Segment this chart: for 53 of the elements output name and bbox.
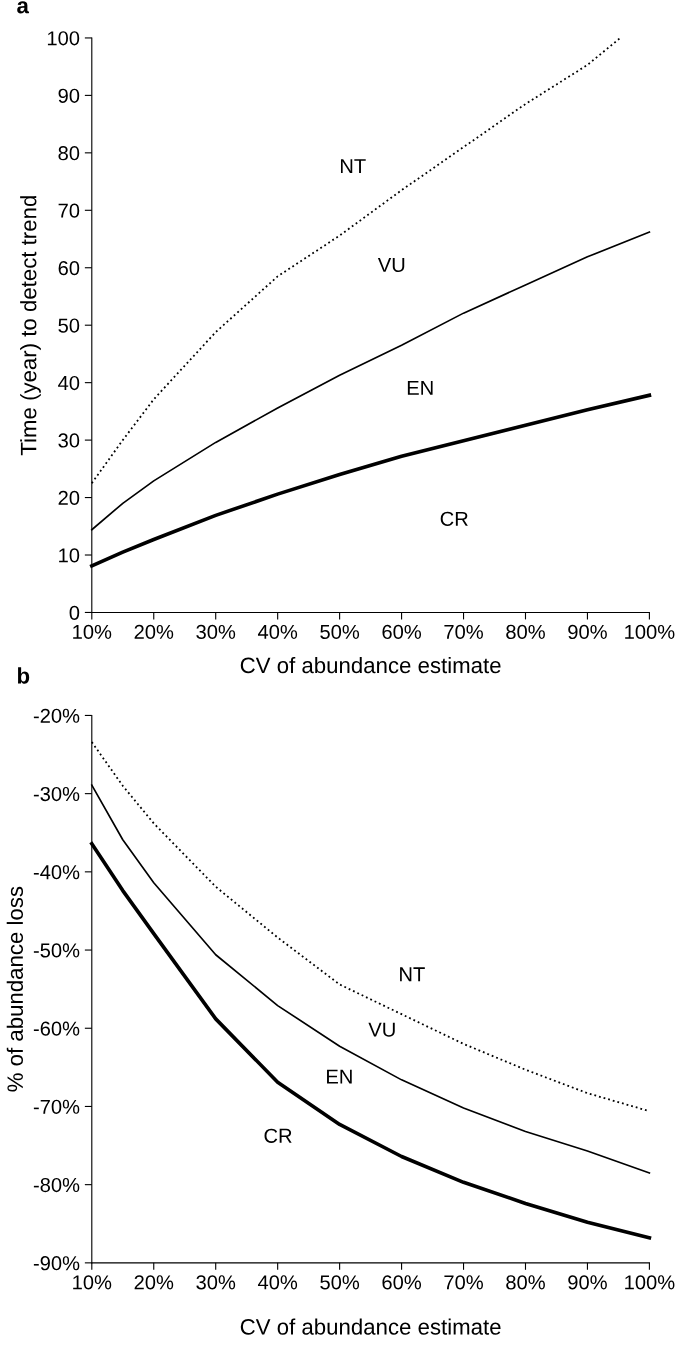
y-axis-title: Time (year) to detect trend: [20, 196, 41, 456]
x-tick-label: 100%: [625, 1275, 675, 1290]
y-tick-label: 50: [58, 318, 80, 333]
y-tick-label: 60: [58, 260, 80, 276]
y-tick-label: -70%: [33, 1099, 80, 1114]
y-axis-title: % of abundance loss: [6, 886, 24, 1092]
x-tick-label: 50%: [320, 1275, 360, 1290]
y-tick-label: 40: [58, 375, 80, 391]
x-tick-label: 60%: [382, 624, 422, 640]
x-tick-label: 10%: [73, 1275, 112, 1290]
y-tick-label: -50%: [33, 943, 80, 958]
y-tick-label: -80%: [33, 1177, 80, 1193]
x-tick-label: 40%: [257, 1275, 298, 1290]
y-tick-label: -60%: [33, 1021, 80, 1036]
y-tick-label: 100: [47, 31, 80, 46]
annotation: VU: [377, 257, 405, 273]
x-tick-label: 100%: [625, 624, 675, 640]
x-tick-label: 70%: [444, 624, 483, 640]
annotation: EN: [327, 1069, 352, 1084]
x-tick-label: 80%: [506, 624, 545, 640]
annotation: VU: [368, 1022, 395, 1037]
x-tick-label: 50%: [320, 624, 360, 640]
y-tick-label: 10: [59, 548, 80, 563]
x-tick-label: 20%: [134, 1275, 174, 1290]
annotation: EN: [407, 380, 433, 395]
y-tick-label: -30%: [33, 786, 80, 802]
y-tick-label: 80: [58, 146, 80, 161]
annotation: NT: [340, 159, 366, 173]
x-tick-label: 90%: [568, 624, 607, 640]
chart-title: a: [17, 1, 30, 14]
chart-title: b: [17, 667, 30, 684]
y-tick-label: 0: [69, 605, 80, 620]
x-tick-label: 70%: [444, 1275, 483, 1290]
y-tick-label: 70: [58, 203, 80, 218]
y-tick-label: 20: [58, 490, 80, 506]
y-tick-label: 30: [58, 433, 80, 448]
x-tick-label: 90%: [568, 1275, 607, 1290]
x-tick-label: 40%: [257, 624, 298, 640]
y-tick-label: -40%: [33, 865, 80, 880]
annotation: NT: [400, 967, 425, 982]
annotation: CR: [264, 1128, 292, 1143]
annotation: CR: [440, 511, 468, 526]
x-axis-title: CV of abundance estimate: [240, 1318, 501, 1335]
x-tick-label: 30%: [196, 1275, 236, 1290]
x-tick-label: 20%: [134, 624, 174, 640]
x-axis-title: CV of abundance estimate: [240, 656, 501, 674]
y-tick-label: -20%: [33, 708, 80, 723]
x-tick-label: 10%: [73, 624, 112, 640]
y-tick-label: -90%: [33, 1256, 80, 1271]
x-tick-label: 80%: [506, 1275, 545, 1290]
x-tick-label: 60%: [382, 1275, 422, 1290]
y-tick-label: 90: [58, 88, 80, 103]
x-tick-label: 30%: [196, 624, 236, 640]
